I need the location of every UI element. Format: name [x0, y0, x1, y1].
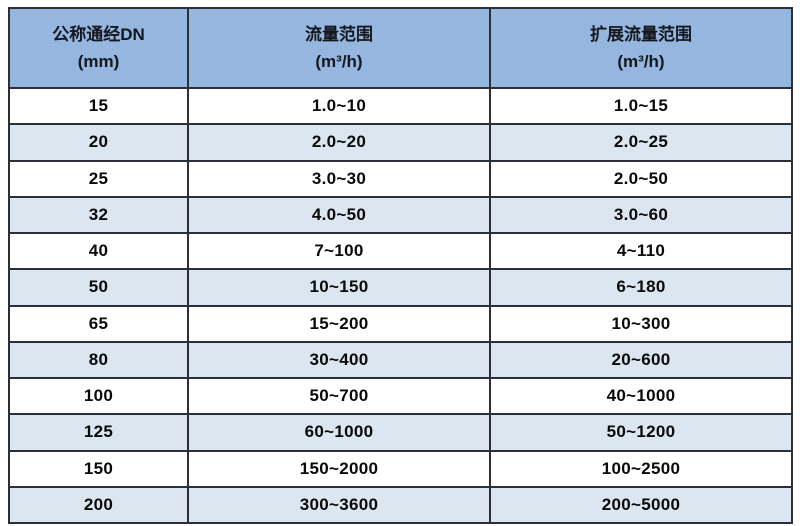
flow-range-table: 公称通经DN (mm) 流量范围 (m³/h) 扩展流量范围 (m³/h) 15… — [8, 7, 793, 525]
table-body: 15 1.0~10 1.0~15 20 2.0~20 2.0~25 25 3.0… — [8, 86, 793, 525]
cell-dn: 20 — [8, 123, 189, 162]
cell-extended-flow-range: 20~600 — [489, 340, 793, 380]
cell-extended-flow-range: 1.0~15 — [489, 86, 793, 126]
table-row: 20 2.0~20 2.0~25 — [8, 123, 793, 162]
cell-flow-range: 60~1000 — [187, 413, 491, 452]
cell-extended-flow-range: 2.0~25 — [489, 123, 793, 162]
header-extended-flow-range-title: 扩展流量范围 — [590, 24, 692, 44]
cell-flow-range: 150~2000 — [187, 449, 491, 488]
table-row: 25 3.0~30 2.0~50 — [8, 159, 793, 198]
cell-extended-flow-range: 200~5000 — [489, 485, 793, 525]
table-row: 65 15~200 10~300 — [8, 304, 793, 343]
cell-dn: 150 — [8, 449, 189, 488]
header-nominal-diameter: 公称通经DN (mm) — [8, 7, 189, 89]
table-row: 100 50~700 40~1000 — [8, 376, 793, 416]
table-row: 15 1.0~10 1.0~15 — [8, 86, 793, 126]
cell-extended-flow-range: 2.0~50 — [489, 159, 793, 198]
cell-dn: 25 — [8, 159, 189, 198]
table-header: 公称通经DN (mm) 流量范围 (m³/h) 扩展流量范围 (m³/h) — [8, 7, 793, 89]
cell-dn: 32 — [8, 195, 189, 235]
cell-dn: 100 — [8, 376, 189, 416]
cell-flow-range: 300~3600 — [187, 485, 491, 525]
cell-extended-flow-range: 3.0~60 — [489, 195, 793, 235]
cell-flow-range: 30~400 — [187, 340, 491, 380]
table-row: 200 300~3600 200~5000 — [8, 485, 793, 525]
cell-extended-flow-range: 100~2500 — [489, 449, 793, 488]
cell-extended-flow-range: 4~110 — [489, 231, 793, 271]
cell-flow-range: 50~700 — [187, 376, 491, 416]
cell-dn: 200 — [8, 485, 189, 525]
cell-flow-range: 10~150 — [187, 268, 491, 307]
cell-flow-range: 4.0~50 — [187, 195, 491, 235]
header-flow-range-unit: (m³/h) — [315, 52, 363, 71]
table-row: 50 10~150 6~180 — [8, 268, 793, 307]
header-flow-range: 流量范围 (m³/h) — [187, 7, 491, 89]
table-row: 125 60~1000 50~1200 — [8, 413, 793, 452]
header-row: 公称通经DN (mm) 流量范围 (m³/h) 扩展流量范围 (m³/h) — [8, 7, 793, 89]
header-extended-flow-range: 扩展流量范围 (m³/h) — [489, 7, 793, 89]
cell-dn: 40 — [8, 231, 189, 271]
cell-extended-flow-range: 50~1200 — [489, 413, 793, 452]
table-row: 40 7~100 4~110 — [8, 231, 793, 271]
table-row: 80 30~400 20~600 — [8, 340, 793, 380]
cell-dn: 65 — [8, 304, 189, 343]
cell-extended-flow-range: 6~180 — [489, 268, 793, 307]
cell-extended-flow-range: 10~300 — [489, 304, 793, 343]
cell-dn: 125 — [8, 413, 189, 452]
cell-flow-range: 15~200 — [187, 304, 491, 343]
table-row: 32 4.0~50 3.0~60 — [8, 195, 793, 235]
cell-dn: 80 — [8, 340, 189, 380]
cell-extended-flow-range: 40~1000 — [489, 376, 793, 416]
table-row: 150 150~2000 100~2500 — [8, 449, 793, 488]
header-nominal-diameter-unit: (mm) — [77, 52, 120, 71]
cell-flow-range: 3.0~30 — [187, 159, 491, 198]
header-extended-flow-range-unit: (m³/h) — [617, 52, 665, 71]
cell-flow-range: 1.0~10 — [187, 86, 491, 126]
cell-flow-range: 2.0~20 — [187, 123, 491, 162]
header-nominal-diameter-title: 公称通经DN — [52, 24, 145, 44]
cell-dn: 15 — [8, 86, 189, 126]
cell-dn: 50 — [8, 268, 189, 307]
header-flow-range-title: 流量范围 — [305, 24, 373, 44]
cell-flow-range: 7~100 — [187, 231, 491, 271]
